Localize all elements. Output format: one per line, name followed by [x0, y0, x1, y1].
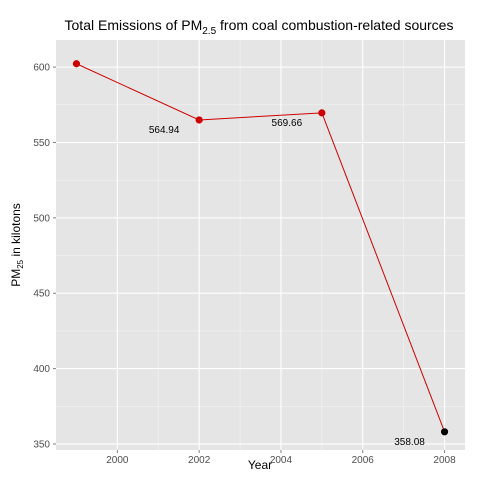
data-labels: 564.94 569.66 358.08 — [149, 118, 425, 448]
y-tick-label: 350 — [33, 439, 50, 450]
chart-title-subscript: 2.5 — [202, 26, 216, 37]
y-tick-label: 450 — [33, 289, 50, 300]
chart-title-suffix: from coal combustion-related sources — [216, 17, 453, 33]
data-point — [195, 116, 203, 124]
data-label: 564.94 — [149, 125, 180, 136]
y-tick-label: 500 — [33, 213, 50, 224]
plot-panel — [56, 40, 465, 450]
y-axis-title-suffix: in kilotons — [9, 203, 23, 260]
data-point — [318, 109, 326, 117]
data-point — [72, 60, 81, 68]
y-tick-label: 600 — [33, 63, 50, 74]
series-line — [76, 63, 446, 432]
data-label: 569.66 — [272, 118, 303, 129]
y-axis-title: PM25 in kilotons — [9, 203, 25, 287]
series — [72, 60, 449, 436]
x-tick-label: 2002 — [188, 455, 211, 466]
x-tick-label: 2008 — [433, 455, 456, 466]
data-point — [440, 428, 449, 436]
axis-ticks: 2000 2002 2004 2006 2008 350 400 450 500 550 600 — [33, 63, 456, 466]
y-tick-label: 550 — [33, 138, 50, 149]
x-tick-label: 2000 — [106, 455, 129, 466]
chart-title: Total Emissions of PM2.5 from coal combu… — [65, 17, 454, 37]
y-axis-title-prefix: PM — [9, 269, 23, 287]
grid — [56, 40, 465, 450]
y-axis-title-subscript: 25 — [16, 259, 25, 268]
data-label: 358.08 — [394, 437, 425, 448]
x-tick-label: 2004 — [270, 455, 293, 466]
x-tick-label: 2006 — [352, 455, 375, 466]
y-tick-label: 400 — [33, 364, 50, 375]
x-axis-title: Year — [248, 458, 272, 472]
chart-title-prefix: Total Emissions of PM — [65, 17, 203, 33]
